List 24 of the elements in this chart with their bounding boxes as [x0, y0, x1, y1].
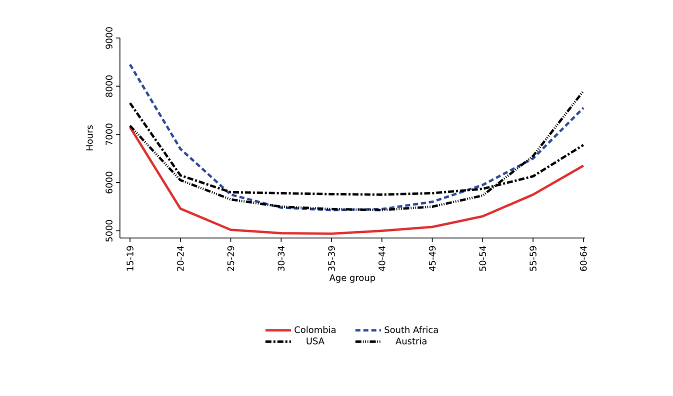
x-tick-label: 30-34	[278, 246, 285, 271]
y-tick-label: 9000	[106, 27, 112, 49]
x-tick-label: 20-24	[176, 246, 184, 271]
legend-label: South Africa	[384, 326, 438, 334]
x-tick-label: 50-54	[479, 246, 486, 271]
legend-label: Colombia	[294, 326, 336, 334]
legend-label: Austria	[396, 337, 426, 344]
y-tick-label: 8000	[106, 75, 112, 97]
x-tick-label: 35-39	[328, 246, 335, 271]
x-tick-label: 45-49	[428, 246, 436, 272]
line-series	[128, 90, 585, 212]
y-tick-label: 5000	[106, 220, 112, 242]
x-tick-label: 40-44	[378, 246, 386, 272]
x-tick-label: 55-59	[530, 246, 536, 271]
line-series	[128, 126, 585, 235]
legend-label: USA	[306, 338, 324, 344]
y-tick-label: 6000	[106, 172, 112, 194]
y-tick-label: 7000	[106, 124, 112, 146]
line-series	[128, 63, 585, 212]
x-tick-label: 25-29	[227, 246, 234, 271]
y-axis-title: Hours	[86, 125, 93, 150]
x-tick-label: 15-19	[126, 246, 134, 271]
x-tick-label: 60-64	[580, 246, 587, 271]
x-axis-title: Age group	[329, 274, 376, 283]
